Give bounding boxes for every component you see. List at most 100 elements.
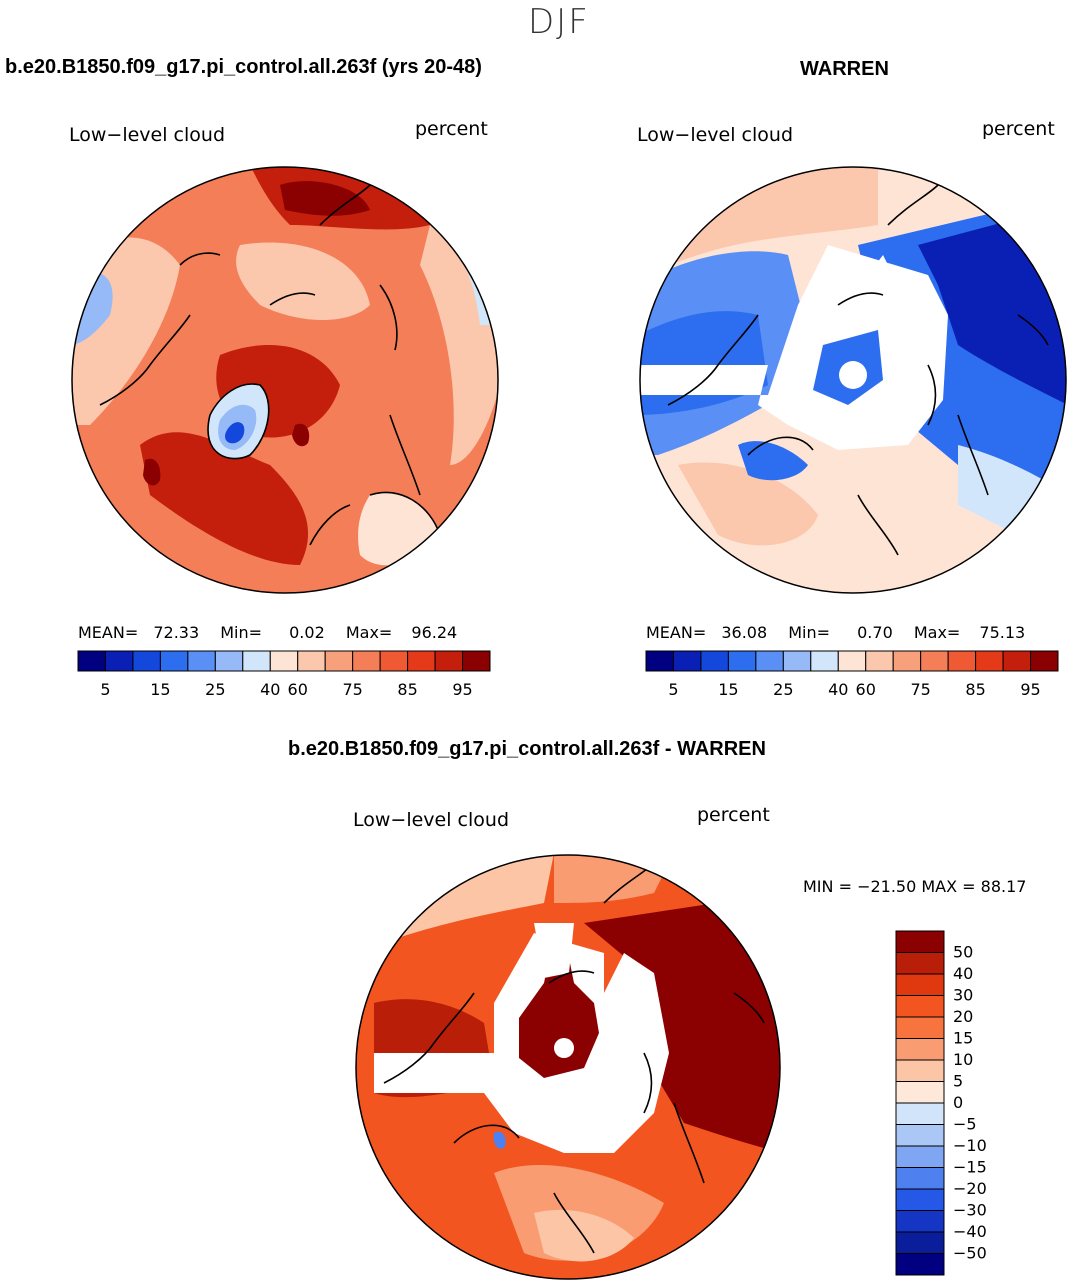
diff-colorbar-swatch bbox=[895, 952, 945, 975]
left-colorbar-swatch bbox=[77, 650, 106, 672]
right-colorbar-swatch bbox=[947, 650, 977, 672]
right-coastlines bbox=[667, 184, 1049, 556]
diff-colorbar-swatch bbox=[895, 1167, 945, 1190]
right-field-missing bbox=[640, 245, 948, 450]
diff-colorbar-tick-label: 30 bbox=[953, 986, 973, 1005]
left-mean-value: 72.33 bbox=[153, 623, 200, 642]
left-colorbar-tick-label: 25 bbox=[205, 680, 225, 699]
left-colorbar-tick-label: 85 bbox=[397, 680, 417, 699]
right-colorbar-tick-label: 40 bbox=[828, 680, 848, 699]
diff-field-missing-sector bbox=[534, 923, 574, 978]
left-max-label: Max= bbox=[345, 623, 393, 642]
left-field-darker-spot-2 bbox=[292, 423, 310, 447]
left-colorbar-swatch bbox=[462, 650, 491, 672]
right-colorbar-swatch bbox=[1030, 650, 1059, 672]
left-colorbar-swatch bbox=[104, 650, 134, 672]
right-field-light-southwest bbox=[678, 462, 818, 546]
left-variable-label: Low−level cloud bbox=[69, 124, 226, 146]
left-colorbar-swatch bbox=[352, 650, 381, 672]
diff-coastlines bbox=[383, 862, 765, 1254]
right-colorbar-tick-label: 15 bbox=[718, 680, 738, 699]
right-colorbar-tick-label: 60 bbox=[856, 680, 876, 699]
left-map-border bbox=[71, 166, 499, 594]
diff-units-label: percent bbox=[697, 804, 770, 826]
left-case-title: b.e20.B1850.f09_g17.pi_control.all.263f … bbox=[5, 56, 482, 78]
diff-colorbar-swatch bbox=[895, 1231, 945, 1254]
diff-field-blue-spot bbox=[493, 1131, 506, 1149]
left-colorbar-tick-label: 40 bbox=[260, 680, 280, 699]
left-min-label: Min= bbox=[220, 623, 263, 642]
left-field-pale-east bbox=[420, 225, 498, 465]
diff-colorbar-swatch bbox=[895, 1081, 945, 1104]
right-max-value: 75.13 bbox=[979, 623, 1026, 642]
left-colorbar-tick-label: 95 bbox=[452, 680, 472, 699]
diff-field-pole bbox=[554, 1038, 574, 1058]
right-colorbar-tick-label: 95 bbox=[1020, 680, 1040, 699]
diff-colorbar-tick-label: −30 bbox=[953, 1201, 987, 1220]
right-min-label: Min= bbox=[788, 623, 831, 642]
diff-colorbar-swatch bbox=[895, 1124, 945, 1147]
left-stats: MEAN= 72.33 Min= 0.02 Max= 96.24 bbox=[78, 623, 488, 642]
diff-case-title: b.e20.B1850.f09_g17.pi_control.all.263f … bbox=[288, 738, 766, 760]
left-colorbar-swatch bbox=[407, 650, 436, 672]
right-units-label: percent bbox=[982, 118, 1055, 140]
diff-colorbar-swatch bbox=[895, 1188, 945, 1211]
right-colorbar-swatch bbox=[672, 650, 702, 672]
right-colorbar-swatch bbox=[700, 650, 729, 672]
left-colorbar-tick-label: 60 bbox=[288, 680, 308, 699]
diff-colorbar-tick-label: 5 bbox=[953, 1072, 963, 1091]
right-colorbar-swatch bbox=[810, 650, 839, 672]
right-field-blue-greenland bbox=[738, 441, 808, 481]
diff-colorbar-tick-label: 10 bbox=[953, 1050, 973, 1069]
diff-colorbar-swatch bbox=[895, 1210, 945, 1233]
right-min-value: 0.70 bbox=[857, 623, 893, 642]
left-colorbar-swatch bbox=[214, 650, 244, 672]
left-colorbar-swatch bbox=[434, 650, 464, 672]
left-colorbar-swatch bbox=[159, 650, 189, 672]
diff-colorbar-tick-label: 0 bbox=[953, 1093, 963, 1112]
right-colorbar-swatch bbox=[727, 650, 757, 672]
season-title: DJF bbox=[528, 2, 590, 42]
diff-colorbar-swatch bbox=[895, 1038, 945, 1061]
diff-field-darker-east bbox=[584, 893, 780, 1153]
left-field-light-center bbox=[236, 242, 370, 320]
diff-minmax: MIN = −21.50 MAX = 88.17 bbox=[803, 877, 1027, 896]
right-colorbar-tick-label: 25 bbox=[773, 680, 793, 699]
diff-field-core bbox=[519, 933, 599, 1078]
right-colorbar-swatch bbox=[837, 650, 867, 672]
left-colorbar-swatch bbox=[269, 650, 299, 672]
diff-colorbar-swatch bbox=[895, 995, 945, 1018]
left-max-value: 96.24 bbox=[411, 623, 458, 642]
left-colorbar: 5 15 25 40 60 75 85 95 bbox=[77, 650, 491, 699]
right-colorbar-swatch bbox=[1002, 650, 1032, 672]
right-colorbar: 5 15 25 40 60 75 85 95 bbox=[645, 650, 1059, 699]
right-map-border bbox=[639, 166, 1067, 594]
right-variable-label: Low−level cloud bbox=[637, 124, 794, 146]
right-colorbar-swatch bbox=[755, 650, 784, 672]
diff-colorbar-swatch bbox=[895, 1059, 945, 1082]
diff-colorbar-tick-label: −20 bbox=[953, 1179, 987, 1198]
right-colorbar-tick-label: 5 bbox=[668, 680, 678, 699]
left-field-dark-southwest bbox=[140, 432, 309, 565]
left-colorbar-tick-label: 75 bbox=[342, 680, 362, 699]
diff-colorbar-tick-label: −40 bbox=[953, 1222, 987, 1241]
diff-polar-map bbox=[355, 854, 781, 1280]
right-field-missing-sectors bbox=[808, 255, 938, 365]
left-colorbar-tick-label: 15 bbox=[150, 680, 170, 699]
diff-colorbar-tick-label: 50 bbox=[953, 943, 973, 962]
right-colorbar-swatch bbox=[865, 650, 894, 672]
left-field-greenland-core bbox=[225, 422, 245, 444]
right-colorbar-swatch bbox=[645, 650, 674, 672]
right-polar-map bbox=[639, 166, 1067, 594]
left-colorbar-swatch bbox=[324, 650, 354, 672]
left-colorbar-swatch bbox=[379, 650, 409, 672]
right-colorbar-swatch bbox=[782, 650, 812, 672]
left-mean-label: MEAN= bbox=[78, 623, 139, 642]
left-units-label: percent bbox=[415, 118, 488, 140]
left-colorbar-swatch bbox=[297, 650, 326, 672]
left-colorbar-swatch bbox=[132, 650, 161, 672]
diff-colorbar-swatch bbox=[895, 930, 945, 953]
left-polar-map bbox=[71, 166, 499, 594]
right-field-pole bbox=[839, 361, 867, 389]
diff-colorbar-tick-label: −10 bbox=[953, 1136, 987, 1155]
